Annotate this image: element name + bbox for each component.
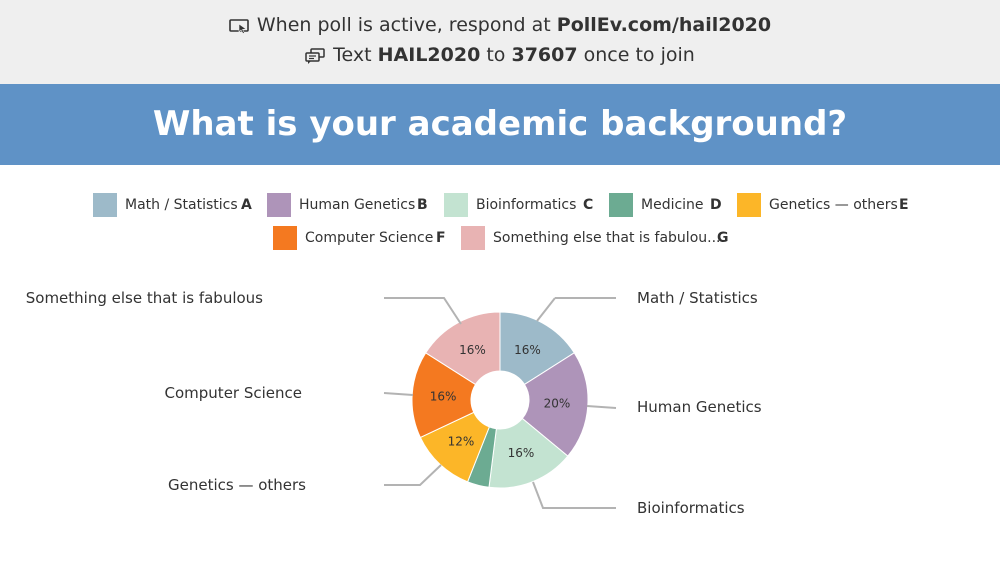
- text-prefix: Text: [333, 44, 372, 66]
- callout-label-g: Something else that is fabulous: [26, 289, 263, 307]
- legend-label-c: Bioinformatics: [476, 197, 577, 213]
- slice-value-label-4: 12%: [448, 435, 475, 449]
- callout-line-c: [532, 481, 616, 509]
- legend-label-d: Medicine: [641, 197, 704, 213]
- legend-label-a: Math / Statistics: [125, 197, 238, 213]
- text-mid: to: [486, 44, 506, 66]
- legend-swatch-g: [461, 226, 485, 250]
- callout-label-e: Genetics — others: [168, 476, 306, 494]
- text-suffix: once to join: [583, 44, 695, 66]
- callout-label-f: Computer Science: [165, 384, 302, 402]
- donut-slice-0: [499, 311, 575, 386]
- callout-line-g: [384, 297, 462, 325]
- slice-value-labels: 16% 20% 16% 12% 16% 16%: [430, 343, 570, 460]
- legend-letter-a: A: [241, 197, 252, 213]
- donut-slices: [411, 311, 589, 489]
- slice-value-label-6: 16%: [459, 343, 486, 357]
- legend-swatch-f: [273, 226, 297, 250]
- donut-slice-2: [488, 417, 569, 489]
- legend-swatch-b: [267, 193, 291, 217]
- legend-label-f: Computer Science: [305, 230, 434, 246]
- legend-label-e: Genetics — others: [769, 197, 898, 213]
- legend-swatch-d: [609, 193, 633, 217]
- legend-letter-f: F: [436, 230, 446, 246]
- legend-label-g: Something else that is fabulou...: [493, 230, 721, 246]
- legend-swatch-a: [93, 193, 117, 217]
- poll-url: PollEv.com/hail2020: [556, 14, 772, 36]
- poll-question: What is your academic background?: [152, 104, 848, 144]
- web-response-icon: [229, 17, 249, 39]
- donut-chart: 16% 20% 16% 12% 16% 16% Math / Statistics Hum…: [26, 289, 762, 517]
- callout-line-e: [384, 464, 442, 486]
- legend-swatch-e: [737, 193, 761, 217]
- slice-value-label-2: 16%: [508, 446, 535, 460]
- legend-letter-c: C: [583, 197, 594, 213]
- callout-label-a: Math / Statistics: [637, 289, 758, 307]
- sms-number: 37607: [511, 44, 578, 66]
- title-band: [0, 84, 1000, 165]
- legend-letter-g: G: [717, 230, 729, 246]
- legend-letter-d: D: [710, 197, 722, 213]
- slice-value-label-1: 20%: [544, 397, 571, 411]
- callout-label-c: Bioinformatics: [637, 499, 745, 517]
- sms-icon: [305, 47, 325, 69]
- text-instruction: Text HAIL2020 to 37607 once to join: [0, 44, 1000, 69]
- callout-label-b: Human Genetics: [637, 398, 762, 416]
- respond-instruction: When poll is active, respond at PollEv.c…: [0, 14, 1000, 39]
- legend-letter-b: B: [417, 197, 428, 213]
- legend-label-b: Human Genetics: [299, 197, 416, 213]
- donut-slice-6: [425, 311, 501, 386]
- callout-line-f: [383, 392, 414, 396]
- donut-slice-1: [521, 352, 589, 457]
- callout-line-a-diag: [536, 297, 556, 322]
- slice-value-label-5: 16%: [430, 389, 457, 403]
- slice-value-label-0: 16%: [514, 343, 541, 357]
- join-code: HAIL2020: [377, 44, 481, 66]
- instructions-bar: [0, 0, 1000, 84]
- legend-swatch-c: [444, 193, 468, 217]
- callout-line-b: [586, 405, 617, 409]
- respond-prefix: When poll is active, respond at: [256, 14, 551, 36]
- legend-letter-e: E: [899, 197, 909, 213]
- donut-slice-5: [411, 352, 477, 439]
